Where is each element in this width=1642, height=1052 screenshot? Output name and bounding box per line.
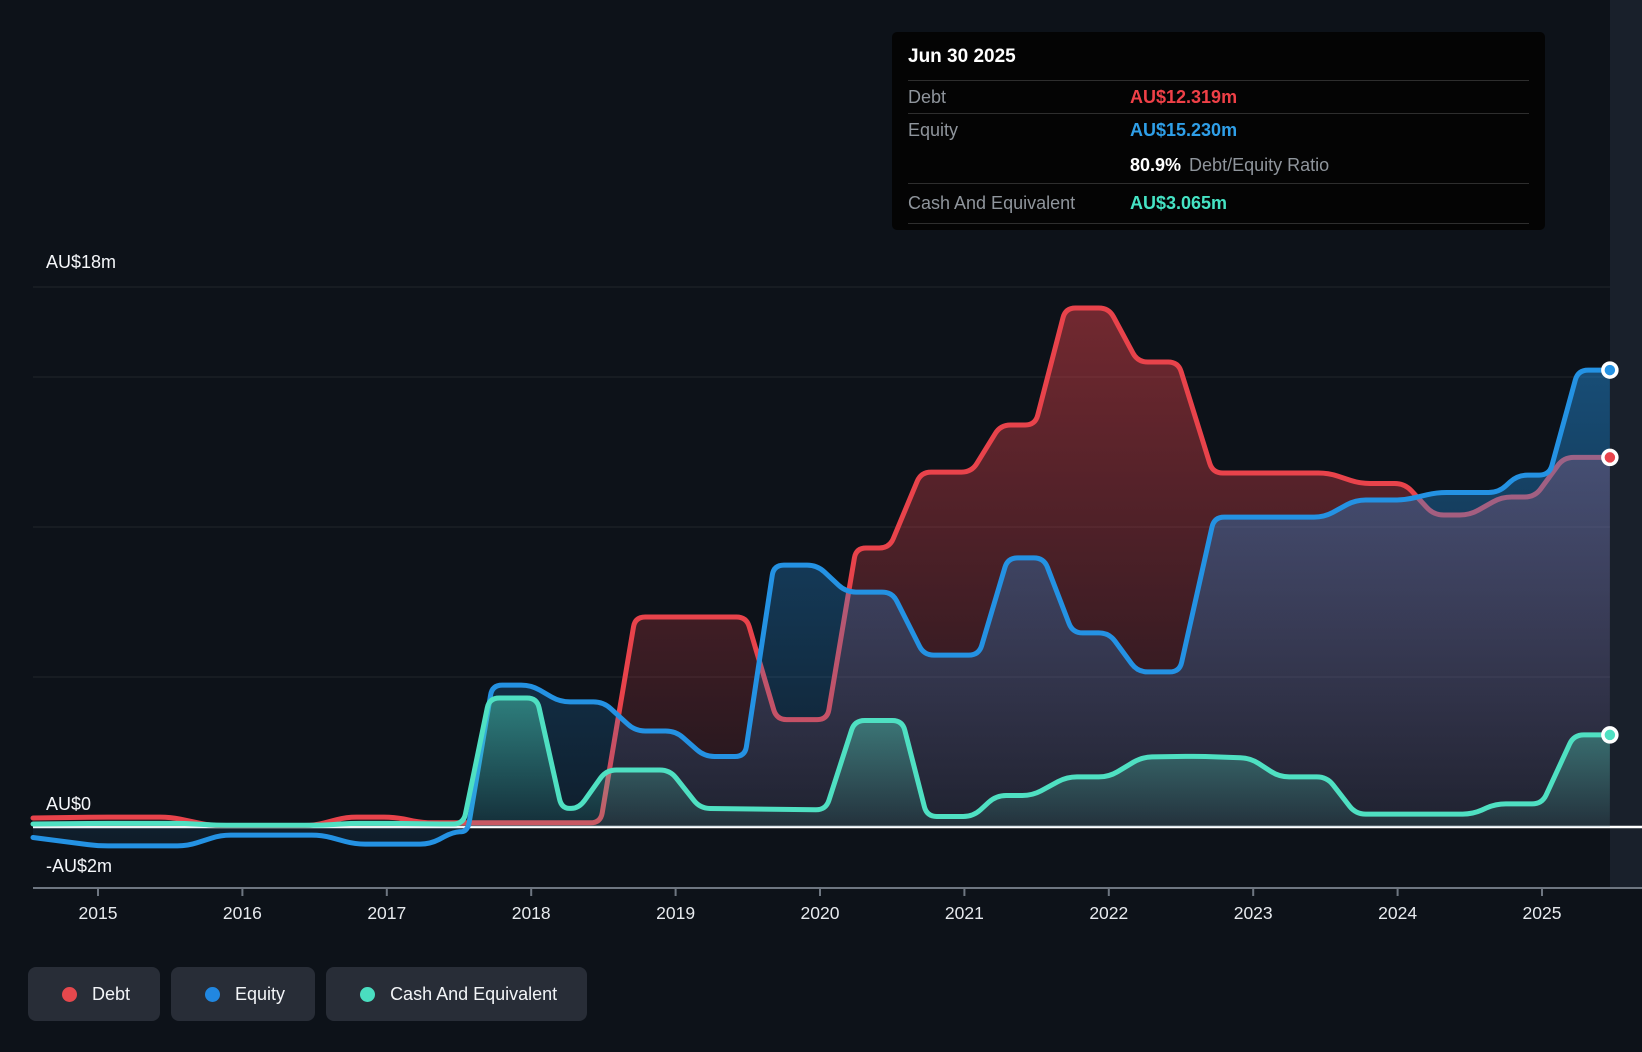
tooltip-ratio-label: Debt/Equity Ratio <box>1189 154 1330 175</box>
legend-equity-label: Equity <box>235 983 286 1004</box>
year-tick-label: 2017 <box>367 903 406 923</box>
y-label-18m: AU$18m <box>46 252 116 272</box>
legend-cash-label: Cash And Equivalent <box>390 983 558 1004</box>
y-label-neg2m: -AU$2m <box>46 856 112 876</box>
series-end-markers <box>1601 361 1619 744</box>
year-tick-label: 2022 <box>1089 903 1128 923</box>
equity-end-dot <box>1601 361 1619 379</box>
tooltip-debt-label: Debt <box>908 86 947 107</box>
equity-area <box>33 370 1610 846</box>
legend-item-equity[interactable]: Equity <box>171 967 316 1021</box>
legend-debt-label: Debt <box>92 983 131 1004</box>
debt-series-dot-icon <box>62 986 77 1002</box>
tooltip-date: Jun 30 2025 <box>908 32 1529 81</box>
tooltip-row-equity: Equity AU$15.230m <box>908 114 1529 147</box>
tooltip-ratio-value: 80.9% <box>1130 154 1182 175</box>
tooltip-row-ratio: 80.9% Debt/Equity Ratio <box>908 147 1529 184</box>
year-tick-label: 2023 <box>1234 903 1273 923</box>
year-tick-label: 2019 <box>656 903 695 923</box>
year-tick-label: 2021 <box>945 903 984 923</box>
legend-item-debt[interactable]: Debt <box>28 967 161 1021</box>
debt-end-dot <box>1601 448 1619 467</box>
cash-and-equivalent-end-dot <box>1601 726 1619 744</box>
tooltip-equity-label: Equity <box>908 120 959 140</box>
year-tick-label: 2025 <box>1523 903 1562 923</box>
year-tick-label: 2015 <box>79 903 118 923</box>
cash-and-equivalent-line <box>30 695 1613 828</box>
year-tick-label: 2024 <box>1378 903 1417 923</box>
tooltip-cash-value: AU$3.065m <box>1130 193 1228 213</box>
year-tick-label: 2020 <box>801 903 840 923</box>
cash-and-equivalent-area <box>33 698 1610 827</box>
year-tick-label: 2016 <box>223 903 262 923</box>
cash-series-dot-icon <box>360 986 376 1002</box>
equity-series-dot-icon <box>205 986 221 1002</box>
y-label-0: AU$0 <box>46 794 91 814</box>
chart-legend: Debt Equity Cash And Equivalent <box>28 967 588 1021</box>
tooltip-row-debt: Debt AU$12.319m <box>908 81 1529 114</box>
year-tick-label: 2018 <box>512 903 551 923</box>
tooltip-equity-value: AU$15.230m <box>1130 120 1238 140</box>
equity-line <box>30 367 1613 849</box>
tooltip-debt-value: AU$12.319m <box>1130 86 1238 107</box>
plot-right-margin <box>1610 0 1642 888</box>
x-axis: 2015 2016 2017 2018 2019 2020 2021 2022 2023 2024… <box>33 887 1642 923</box>
debt-line <box>30 305 1613 828</box>
legend-item-cash[interactable]: Cash And Equivalent <box>326 967 588 1021</box>
tooltip-cash-label: Cash And Equivalent <box>908 193 1076 213</box>
y-axis-labels: AU$18m AU$0 -AU$2m <box>46 252 116 876</box>
chart-tooltip: Jun 30 2025 Debt AU$12.319m Equity AU$15… <box>892 32 1545 230</box>
tooltip-row-cash: Cash And Equivalent AU$3.065m <box>908 184 1529 224</box>
